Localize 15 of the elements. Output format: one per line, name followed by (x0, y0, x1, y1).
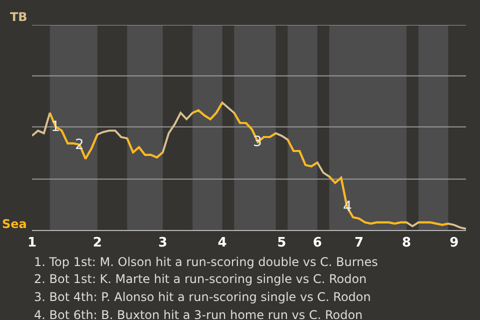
x-tick-label: 2 (92, 236, 102, 251)
x-tick-label: 4 (218, 236, 227, 251)
text: 4. Bot 6th: B. Buxton hit a 3-run home run vs C. Rodon (34, 308, 363, 320)
x-tick-label: 8 (402, 236, 412, 251)
x-tick-label: 5 (277, 236, 286, 251)
x-tick-label: 6 (312, 236, 322, 251)
text: 3. Bot 4th: P. Alonso hit a run-scoring single vs C. Rodon (34, 290, 371, 304)
text: Sea (2, 217, 27, 231)
x-tick-label: 7 (354, 236, 364, 251)
x-tick-label: 9 (450, 236, 459, 251)
x-tick-label: 1 (27, 236, 37, 251)
x-tick-label: 3 (158, 236, 168, 251)
text: 2. Bot 1st: K. Marte hit a run-scoring single vs C. Rodon (34, 272, 367, 286)
text: TB (10, 10, 28, 24)
text: 1. Top 1st: M. Olson hit a run-scoring double vs C. Burnes (34, 255, 378, 269)
